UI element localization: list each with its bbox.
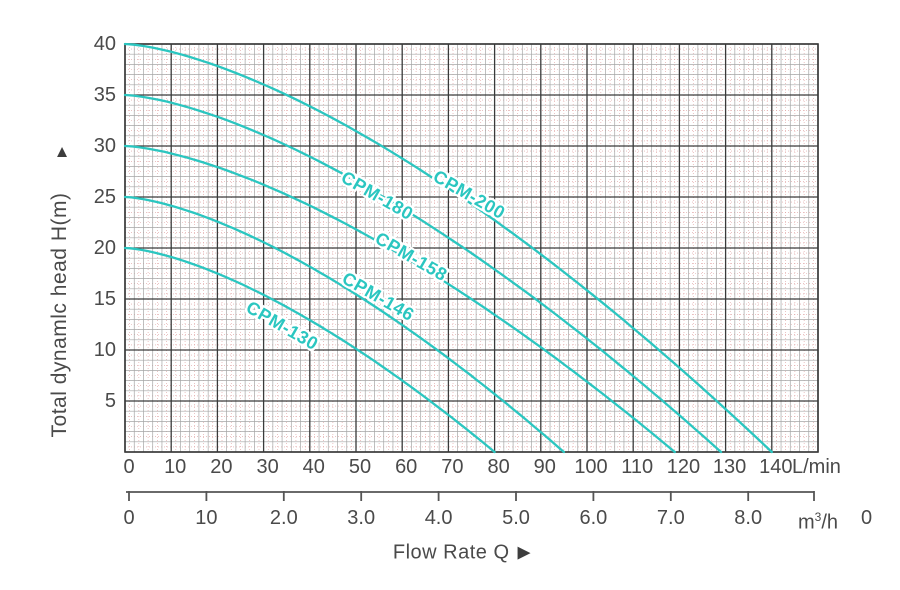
y-tick-label: 35 [93, 84, 116, 106]
x-tick-label-lmin: 50 [348, 456, 372, 478]
x-tick-label-lmin: 140 [759, 456, 793, 478]
x-tick-label-m3h: 10 [195, 507, 218, 529]
x-axis-right-arrow-icon: ▶ [517, 542, 532, 562]
pump-curve-cpm-158 [123, 144, 676, 454]
x-tick-label-lmin: 130 [712, 456, 747, 478]
m3h-trailing-zero-label: 0 [861, 507, 873, 529]
y-tick-label: 5 [104, 390, 116, 412]
x-tick-label-lmin: 10 [164, 456, 187, 478]
pump-curve-cpm-180 [123, 93, 723, 454]
y-axis-title: Total dynamlc head H(m) [48, 192, 71, 438]
x-tick-label-lmin: 70 [441, 456, 464, 478]
x-tick-label-lmin: 100 [574, 456, 608, 478]
x-tick-label-m3h: 6.0 [579, 507, 608, 529]
x-tick-label-m3h: 7.0 [656, 507, 685, 529]
x-tick-label-m3h: 0 [123, 507, 135, 529]
x-tick-label-lmin: 40 [302, 456, 325, 478]
x-tick-label-m3h: 3.0 [347, 507, 376, 529]
x-axis-lmin-unit: L/min [792, 456, 841, 478]
y-tick-label: 10 [93, 339, 116, 361]
pump-curve-cpm-130 [123, 246, 496, 454]
x-tick-label-lmin: 90 [533, 456, 556, 478]
m3h-unit-base: m [798, 511, 815, 534]
x-tick-label-lmin: 120 [666, 456, 701, 478]
y-axis-up-arrow-icon: ▲ [53, 142, 71, 161]
y-tick-label: 30 [93, 135, 116, 157]
y-tick-label: 15 [93, 288, 116, 310]
x-axis-title-text: Flow Rate Q [392, 541, 510, 564]
x-tick-label-m3h: 5.0 [502, 507, 530, 529]
pump-curve-cpm-200 [123, 42, 773, 454]
x-tick-label-m3h: 8.0 [734, 507, 763, 529]
x-tick-label-lmin: 20 [210, 456, 233, 478]
x-tick-label-m3h: 4.0 [424, 507, 453, 529]
x-tick-label-lmin: 110 [621, 456, 654, 478]
y-tick-label: 40 [93, 33, 116, 55]
y-tick-label: 20 [93, 237, 116, 259]
x-tick-label-lmin: 60 [395, 456, 418, 478]
pump-curve-cpm-146 [123, 195, 566, 454]
x-tick-label-m3h: 2.0 [269, 507, 298, 529]
x-tick-label-lmin: 0 [123, 456, 135, 478]
x-tick-label-lmin: 80 [487, 456, 510, 478]
y-tick-label: 25 [93, 186, 116, 208]
m3h-unit-rest: /h [821, 511, 839, 534]
x-axis-m3h-unit: m3/h [798, 506, 838, 534]
x-axis-title: Flow Rate Q ▶ [393, 542, 531, 565]
x-tick-label-lmin: 30 [256, 456, 279, 478]
m3h-unit-sup: 3 [814, 510, 822, 524]
